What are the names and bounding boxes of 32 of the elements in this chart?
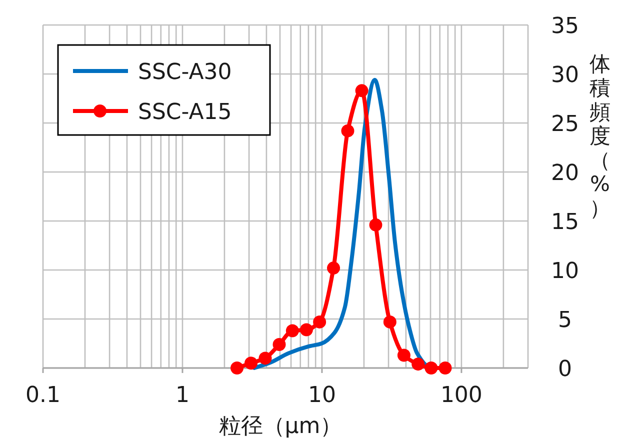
x-tick-label: 10 [308, 383, 336, 408]
legend-label: SSC-A30 [138, 60, 232, 85]
y-tick-label: 15 [551, 210, 579, 235]
x-axis-title: 粒径（μm） [218, 414, 342, 439]
point [383, 315, 396, 328]
y-tick-label: 0 [558, 357, 572, 382]
x-tick-label: 0.1 [26, 383, 60, 408]
point [258, 352, 272, 365]
point [424, 362, 438, 374]
y-tick-label: 25 [551, 112, 579, 137]
y-tick-label: 5 [558, 308, 572, 333]
x-tick-label: 100 [440, 383, 482, 408]
point [286, 324, 299, 338]
point [230, 362, 244, 374]
point [341, 124, 354, 138]
y-tick-label: 30 [551, 63, 579, 88]
point [369, 218, 382, 232]
y-tick-label: 20 [551, 161, 579, 186]
legend-label: SSC-A15 [138, 100, 232, 125]
point [412, 358, 425, 371]
point [355, 84, 368, 98]
point [438, 362, 452, 374]
y-tick-label: 35 [551, 14, 579, 39]
point [244, 356, 258, 370]
point [300, 323, 313, 336]
point [327, 262, 340, 275]
point [397, 348, 410, 362]
point [313, 315, 326, 328]
y-axis-title: 体積頻度（%） [590, 52, 610, 220]
x-tick-label: 1 [175, 383, 190, 408]
point [272, 338, 286, 351]
y-tick-label: 10 [551, 259, 579, 284]
